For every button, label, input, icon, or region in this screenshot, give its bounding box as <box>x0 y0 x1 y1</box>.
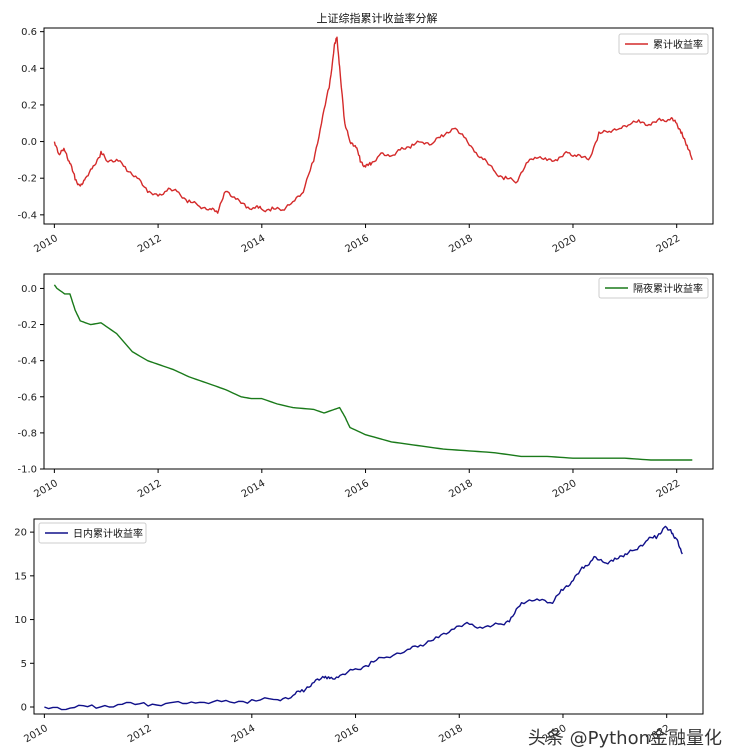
x-tick-label: 2018 <box>437 723 465 745</box>
overnight-return-panel: 0.0 -0.2 -0.4 -0.6 -0.8 -1.0 2010 2012 2014 2016… <box>17 273 714 500</box>
y-tick-label: -0.8 <box>17 428 37 439</box>
y-tick-label: 0.4 <box>21 64 37 75</box>
y-tick-label: 20 <box>14 528 27 539</box>
legend-label: 日内累计收益率 <box>73 527 143 540</box>
x-tick-label: 2016 <box>333 723 361 745</box>
y-tick-label: -1.0 <box>17 465 37 476</box>
y-tick-label: 0 <box>21 703 27 714</box>
x-tick-label: 2012 <box>136 233 164 255</box>
series-line <box>44 525 683 711</box>
legend-box <box>38 522 147 544</box>
x-tick-label: 2014 <box>240 478 268 500</box>
legend-box <box>598 277 709 299</box>
x-axis: 2010 2012 2014 2016 2018 2020 2022 <box>32 469 682 500</box>
x-tick-label: 2014 <box>240 233 268 255</box>
y-tick-label: 0.0 <box>21 284 37 295</box>
x-tick-label: 2020 <box>551 233 579 255</box>
legend: 日内累计收益率 <box>38 522 147 544</box>
series-line <box>53 284 693 461</box>
x-tick-label: 2012 <box>126 723 154 745</box>
x-tick-label: 2010 <box>32 233 60 255</box>
y-tick-label: -0.2 <box>17 320 37 331</box>
y-tick-label: -0.4 <box>17 210 37 221</box>
x-tick-label: 2010 <box>32 478 60 500</box>
x-tick-label: 2022 <box>655 478 683 500</box>
x-tick-label: 2020 <box>551 478 579 500</box>
series-lines <box>44 525 683 711</box>
x-tick-label: 2018 <box>447 478 475 500</box>
series-lines <box>53 284 693 461</box>
x-tick-label: 2014 <box>230 723 258 745</box>
legend-label: 累计收益率 <box>653 38 703 51</box>
y-tick-label: 0.6 <box>21 27 37 38</box>
y-tick-label: -0.4 <box>17 356 37 367</box>
x-tick-label: 2016 <box>343 478 371 500</box>
x-tick-label: 2016 <box>343 233 371 255</box>
x-axis: 2010 2012 2014 2016 2018 2020 2022 <box>32 224 682 255</box>
plot-frame <box>33 518 704 715</box>
x-tick-label: 2012 <box>136 478 164 500</box>
series-line <box>53 36 693 214</box>
y-tick-label: 10 <box>14 615 27 626</box>
legend: 累计收益率 <box>618 33 709 55</box>
x-tick-label: 2018 <box>447 233 475 255</box>
chart-title: 上证综指累计收益率分解 <box>317 11 438 25</box>
legend-box <box>618 33 709 55</box>
x-tick-label: 2010 <box>22 723 50 745</box>
legend-label: 隔夜累计收益率 <box>633 282 703 295</box>
series-lines <box>53 36 693 214</box>
y-tick-label: -0.2 <box>17 174 37 185</box>
cumulative-return-panel: 上证综指累计收益率分解 0.60.40.20.0-0.2-0.4 2010 201… <box>17 11 714 255</box>
plot-frame <box>43 273 714 470</box>
y-tick-label: 15 <box>14 571 27 582</box>
y-tick-label: 0.0 <box>21 137 37 148</box>
legend: 隔夜累计收益率 <box>598 277 709 299</box>
y-axis: 20 15 10 5 0 <box>14 528 34 714</box>
y-tick-label: -0.6 <box>17 392 37 403</box>
x-tick-label: 2022 <box>655 233 683 255</box>
watermark: 头条 @Python金融量化 <box>528 728 722 749</box>
y-tick-label: 0.2 <box>21 100 37 111</box>
plot-frame <box>43 27 714 225</box>
y-axis: 0.6 0.4 0.2 0.0 -0.2 -0.4 <box>17 27 44 221</box>
y-tick-label: 5 <box>21 659 27 670</box>
y-axis: 0.0 -0.2 -0.4 -0.6 -0.8 -1.0 <box>17 284 44 476</box>
